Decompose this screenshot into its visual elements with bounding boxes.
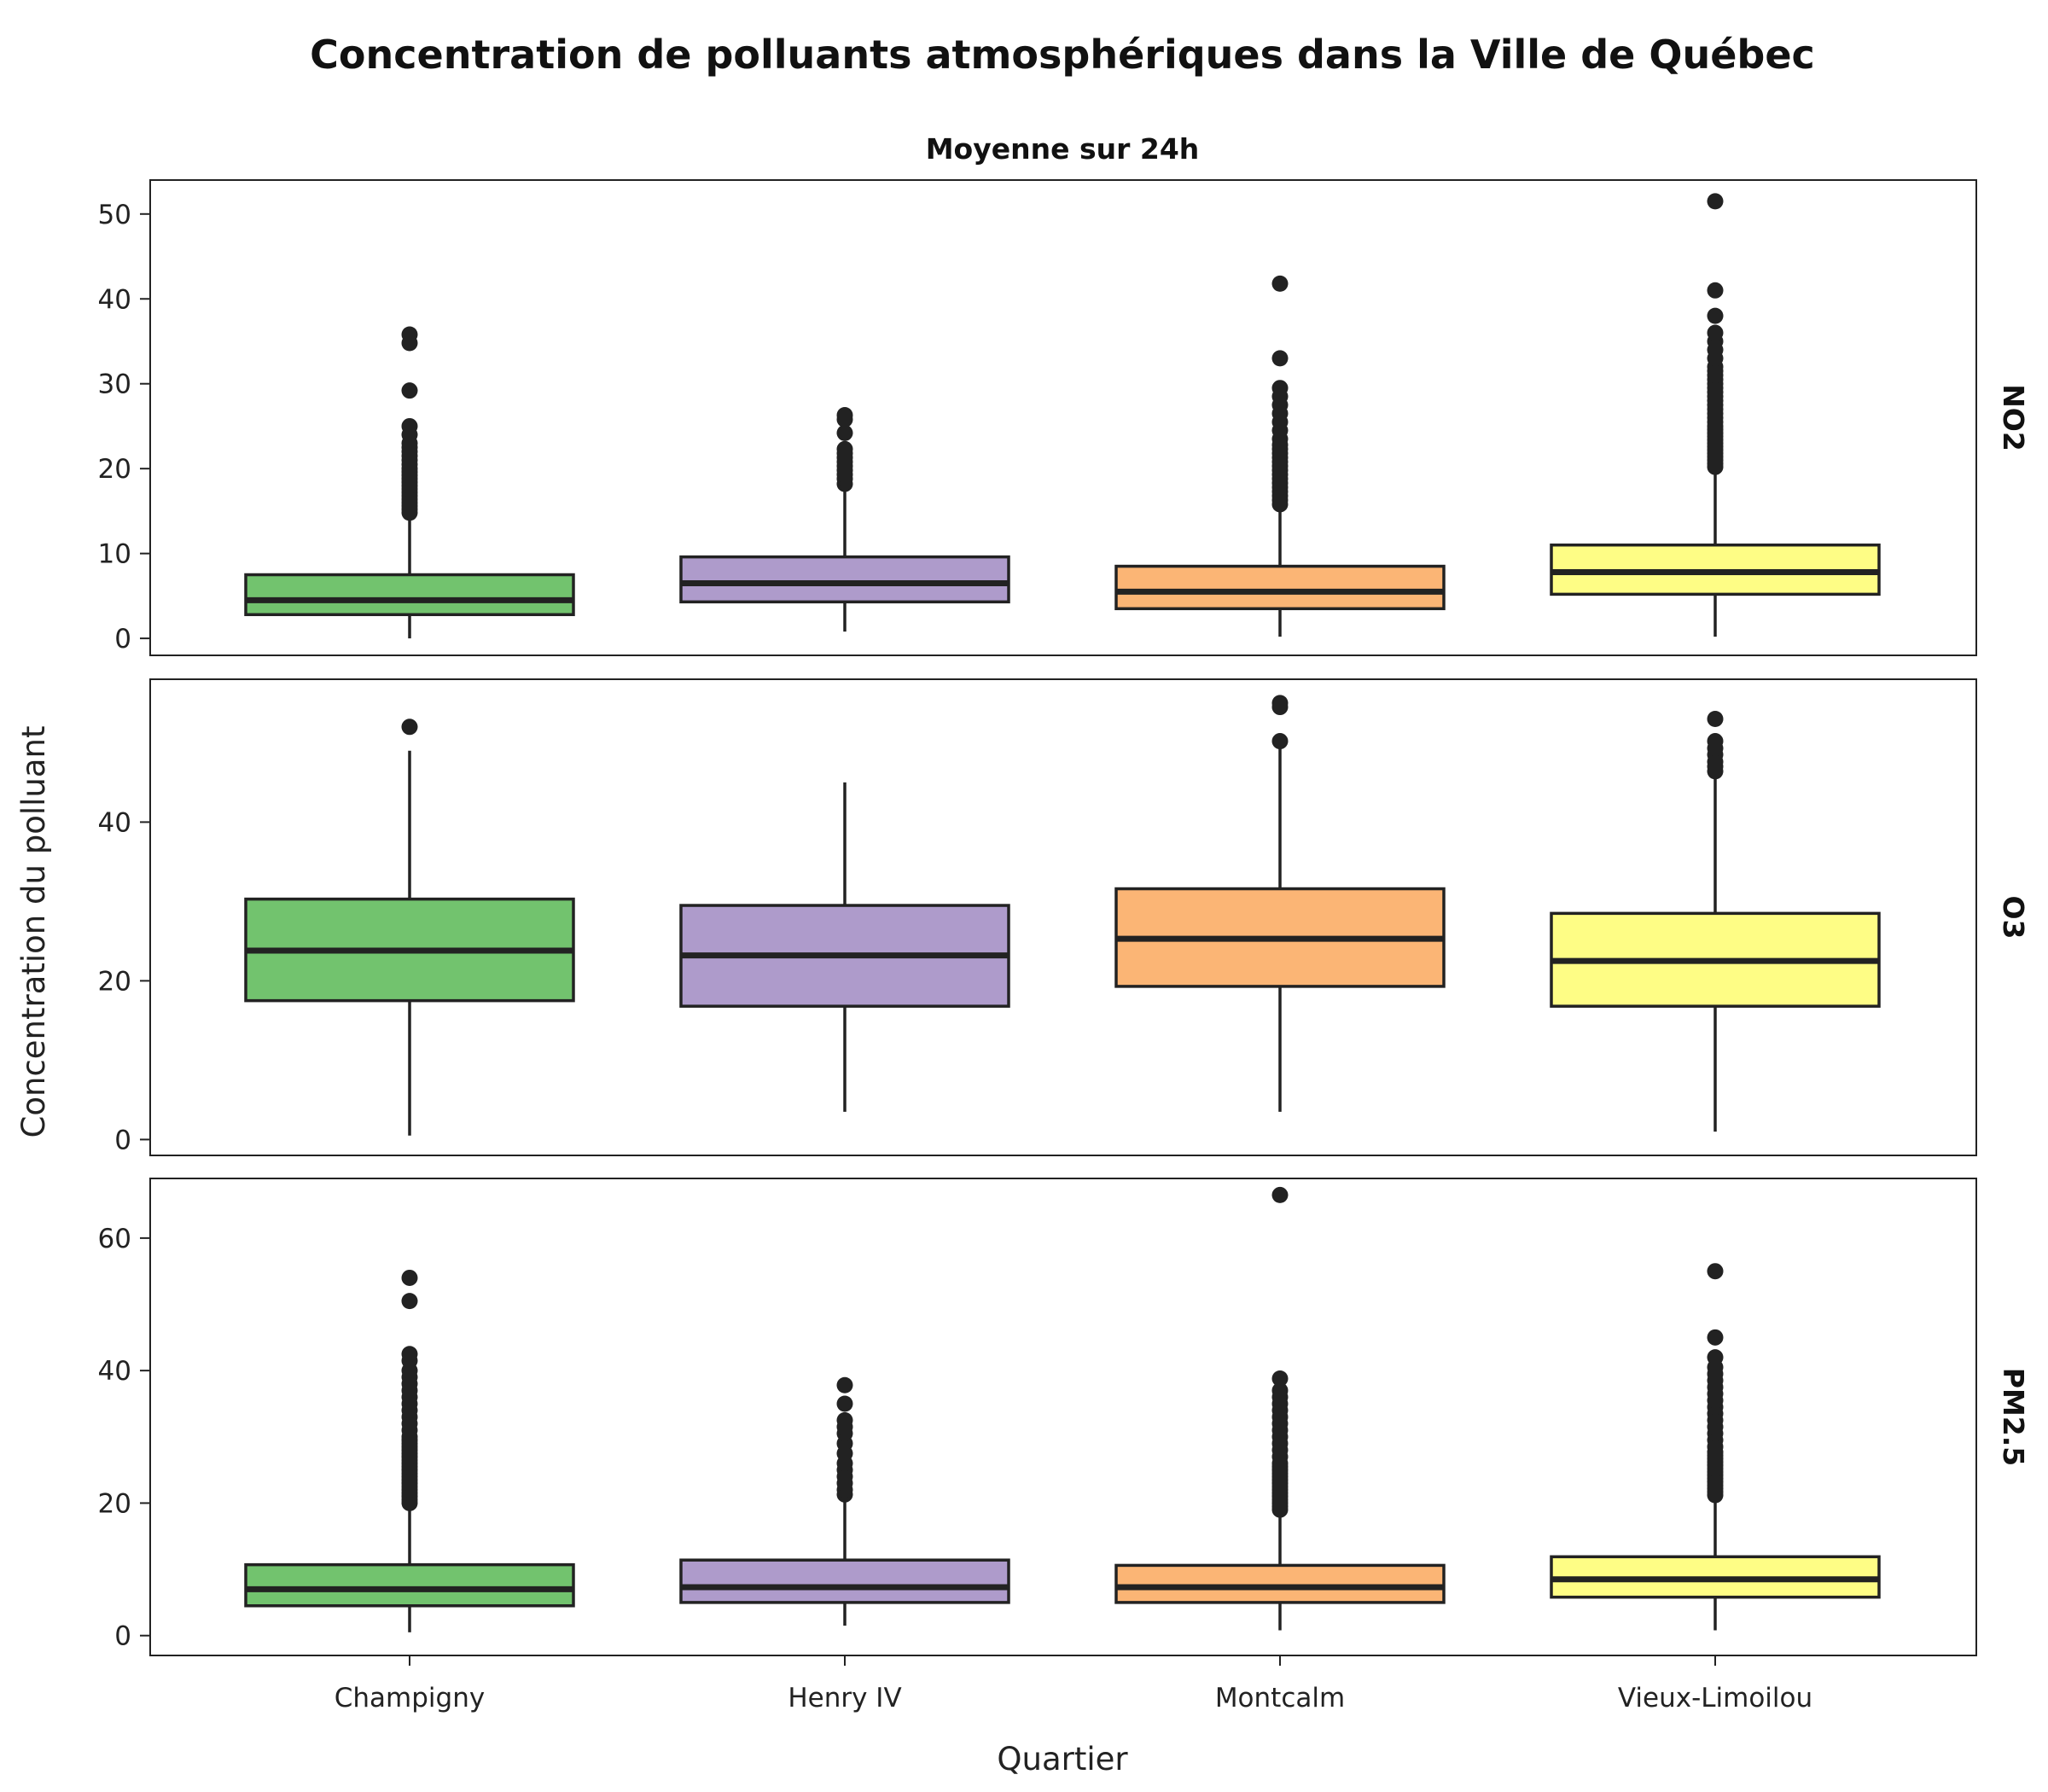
iqr-box-pm2-5-champigny xyxy=(244,1562,575,1608)
outlier-pm2-5-champigny-34 xyxy=(401,1269,418,1286)
outlier-no2-henry-iv-11 xyxy=(836,407,853,424)
outlier-pm2-5-vieux-limoilou-27 xyxy=(1707,1349,1724,1366)
y-tick-label-pm2-5-20: 20 xyxy=(98,1488,131,1519)
outlier-pm2-5-champigny-33 xyxy=(401,1293,418,1310)
iqr-box-pm2-5-henry-iv xyxy=(679,1558,1010,1604)
y-axis-title: Concentration du polluant xyxy=(15,726,52,1138)
outlier-pm2-5-vieux-limoilou-28 xyxy=(1707,1329,1724,1346)
y-tick-label-o3-0: 0 xyxy=(114,1125,131,1155)
y-tick-label-pm2-5-60: 60 xyxy=(98,1224,131,1254)
y-tick-label-no2-20: 20 xyxy=(98,454,131,485)
y-tick-label-o3-40: 40 xyxy=(98,807,131,838)
outlier-o3-montcalm-2 xyxy=(1271,695,1289,712)
y-tick-label-no2-30: 30 xyxy=(98,369,131,400)
x-axis: Champigny Henry IV Montcalm Vieux-Limoilou xyxy=(335,1655,1812,1713)
facet-label-o3: O3 xyxy=(1997,895,2030,939)
box-pm2-5-vieux-limoilou xyxy=(1550,1263,1881,1631)
outlier-pm2-5-henry-iv-10 xyxy=(836,1411,853,1428)
box-no2-henry-iv xyxy=(679,407,1010,632)
facet-panels: 0 10 20 30 40 50 NO2 0 20 40 O3 0 20 40 60 PM2.5 xyxy=(98,179,2030,1656)
facet-pm2-5: 0 20 40 60 PM2.5 xyxy=(98,1178,2030,1656)
outlier-o3-montcalm-0 xyxy=(1271,733,1289,750)
outlier-no2-champigny-21 xyxy=(401,417,418,434)
x-tick-label-champigny: Champigny xyxy=(335,1683,485,1713)
outlier-no2-champigny-22 xyxy=(401,382,418,399)
x-axis-title: Quartier xyxy=(997,1741,1128,1777)
facet-o3: 0 20 40 O3 xyxy=(98,678,2030,1156)
outlier-pm2-5-henry-iv-12 xyxy=(836,1376,853,1393)
outlier-pm2-5-champigny-32 xyxy=(401,1346,418,1363)
x-tick-label-vieux-limoilou: Vieux-Limoilou xyxy=(1618,1683,1812,1713)
outlier-no2-vieux-limoilou-32 xyxy=(1707,282,1724,299)
y-tick-label-no2-40: 40 xyxy=(98,284,131,315)
chart-title: Concentration de polluants atmosphérique… xyxy=(310,32,1815,78)
box-pm2-5-henry-iv xyxy=(679,1376,1010,1626)
outlier-no2-henry-iv-9 xyxy=(836,424,853,441)
panel-frame-no2 xyxy=(149,179,1977,656)
facet-label-no2: NO2 xyxy=(1997,384,2030,451)
box-o3-montcalm xyxy=(1114,695,1446,1112)
iqr-box-no2-henry-iv xyxy=(679,555,1010,604)
box-o3-vieux-limoilou xyxy=(1550,711,1881,1132)
outlier-pm2-5-vieux-limoilou-29 xyxy=(1707,1263,1724,1280)
box-pm2-5-montcalm xyxy=(1114,1186,1446,1631)
y-tick-label-pm2-5-0: 0 xyxy=(114,1621,131,1652)
box-no2-champigny xyxy=(244,326,575,639)
outlier-pm2-5-montcalm-26 xyxy=(1271,1370,1289,1387)
panel-frame-o3 xyxy=(149,678,1977,1156)
y-tick-label-pm2-5-40: 40 xyxy=(98,1356,131,1387)
iqr-box-no2-montcalm xyxy=(1114,564,1446,611)
box-o3-henry-iv xyxy=(679,782,1010,1112)
outlier-pm2-5-montcalm-27 xyxy=(1271,1186,1289,1203)
y-tick-label-no2-50: 50 xyxy=(98,200,131,230)
y-tick-label-no2-10: 10 xyxy=(98,539,131,570)
outlier-no2-champigny-24 xyxy=(401,326,418,343)
outlier-no2-montcalm-23 xyxy=(1271,275,1289,292)
outlier-o3-champigny-0 xyxy=(401,719,418,736)
outlier-no2-vieux-limoilou-31 xyxy=(1707,307,1724,324)
x-tick-label-montcalm: Montcalm xyxy=(1215,1683,1345,1713)
outlier-no2-vieux-limoilou-30 xyxy=(1707,324,1724,341)
panel-frame-pm2-5 xyxy=(149,1178,1977,1656)
iqr-box-pm2-5-montcalm xyxy=(1114,1563,1446,1604)
y-tick-label-no2-0: 0 xyxy=(114,624,131,655)
outlier-pm2-5-henry-iv-11 xyxy=(836,1395,853,1412)
chart-subtitle: Moyenne sur 24h xyxy=(926,132,1200,166)
outlier-o3-vieux-limoilou-6 xyxy=(1707,711,1724,727)
box-no2-vieux-limoilou xyxy=(1550,193,1881,637)
box-o3-champigny xyxy=(244,719,575,1136)
outlier-pm2-5-montcalm-25 xyxy=(1271,1382,1289,1399)
box-no2-montcalm xyxy=(1114,275,1446,637)
outlier-o3-vieux-limoilou-5 xyxy=(1707,733,1724,750)
iqr-box-no2-champigny xyxy=(244,573,575,617)
y-tick-label-o3-20: 20 xyxy=(98,966,131,997)
outlier-no2-henry-iv-8 xyxy=(836,440,853,457)
outlier-no2-montcalm-22 xyxy=(1271,350,1289,367)
outlier-no2-vieux-limoilou-33 xyxy=(1707,193,1724,210)
facet-label-pm2-5: PM2.5 xyxy=(1997,1368,2030,1466)
box-pm2-5-champigny xyxy=(244,1269,575,1632)
facet-no2: 0 10 20 30 40 50 NO2 xyxy=(98,179,2030,656)
x-tick-label-henry-iv: Henry IV xyxy=(788,1683,901,1713)
outlier-no2-montcalm-21 xyxy=(1271,380,1289,397)
